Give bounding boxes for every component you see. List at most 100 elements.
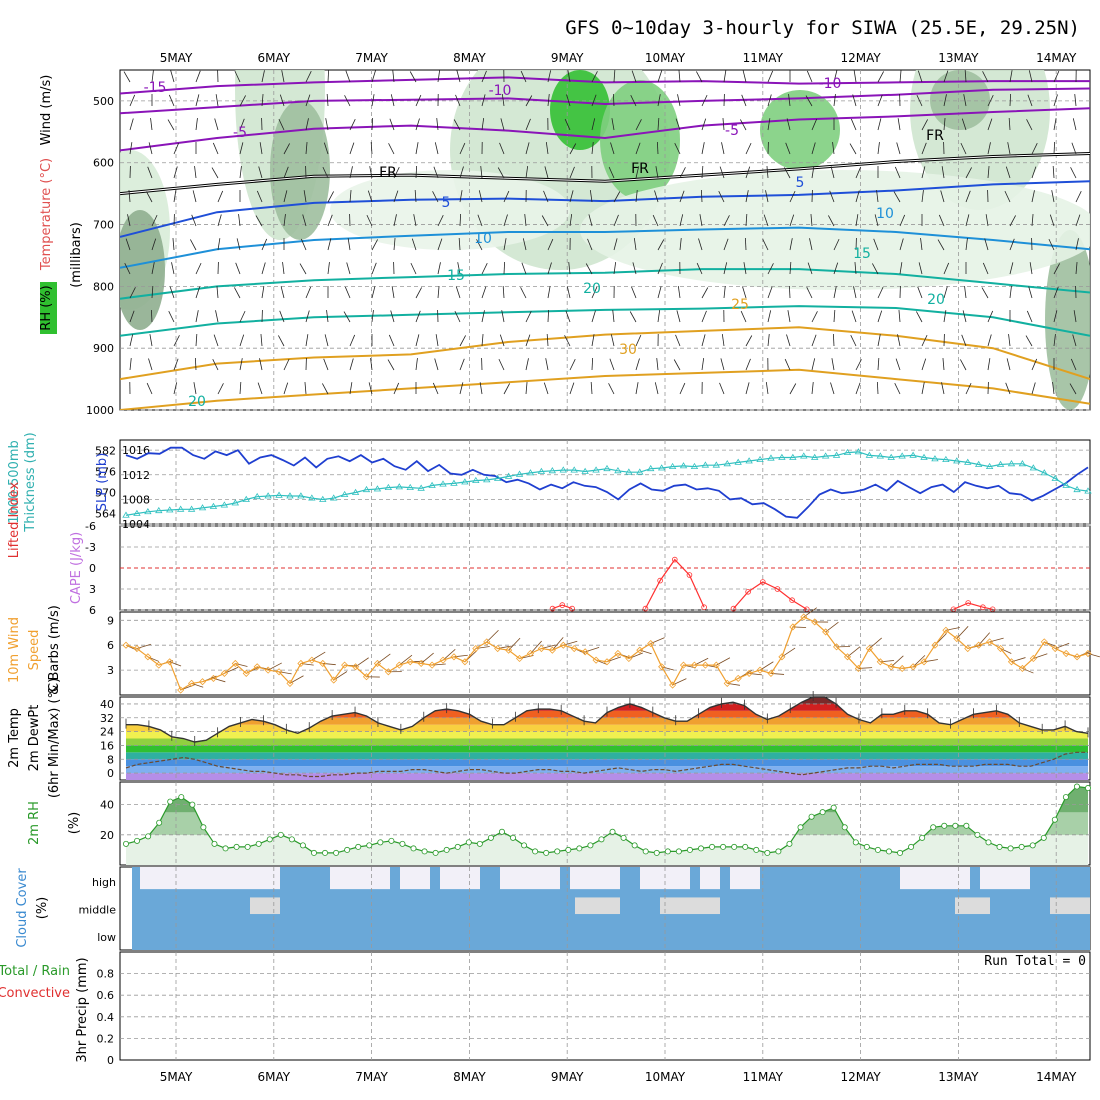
- thickness-point: [690, 462, 699, 469]
- isotherm-label: -15: [144, 80, 167, 96]
- wind10m-point: [395, 661, 403, 669]
- wind-barb: [741, 94, 747, 107]
- wind-barb: [657, 118, 660, 131]
- wind-barb: [522, 238, 527, 251]
- rh2m-point: [255, 840, 262, 847]
- wind-barb: [525, 142, 530, 155]
- rh2m-point: [299, 842, 306, 849]
- wind-barb: [608, 383, 615, 395]
- wind-barb: [877, 71, 884, 83]
- lifted-index-point: [804, 606, 810, 613]
- wind-ylabel-0: 10m Wind: [7, 617, 22, 683]
- lifted-index-point: [789, 597, 795, 603]
- thickness-point: [220, 501, 229, 508]
- wind-barb: [259, 358, 263, 371]
- thickness-point: [712, 461, 721, 468]
- thickness-point: [504, 472, 513, 479]
- lifted-index-point: [657, 577, 663, 584]
- wind10m-barb: [1022, 668, 1034, 674]
- wind-barb: [213, 334, 219, 347]
- slp-ylabel-2: SLP (mb): [95, 453, 110, 512]
- wind-barb: [657, 239, 665, 251]
- wind-barb: [437, 286, 440, 299]
- wind-ylabel-2: & Barbs (m/s): [47, 605, 62, 695]
- wind-barb: [325, 118, 329, 131]
- wind10m-point: [920, 658, 928, 666]
- wind-barb: [1073, 310, 1077, 323]
- wind-barb: [255, 215, 263, 227]
- wind10m-point: [548, 646, 556, 654]
- wind-barb: [569, 143, 577, 155]
- wind-barb: [393, 190, 399, 203]
- wind-barb: [943, 70, 949, 83]
- rh2m-point: [908, 843, 915, 850]
- lifted-index-point: [965, 600, 971, 606]
- wind-barb: [547, 238, 554, 251]
- wind-barb: [832, 142, 835, 155]
- rh2m-point: [277, 831, 284, 838]
- wind-barb: [745, 142, 752, 155]
- wind-barb: [459, 335, 466, 347]
- wind-barb: [211, 167, 219, 179]
- wind-barb: [898, 310, 901, 323]
- date-label-bottom: 14MAY: [1036, 1070, 1077, 1084]
- wind-barb: [497, 167, 505, 179]
- wind-barb: [767, 70, 774, 83]
- wind-barb: [699, 214, 703, 227]
- isotherm-p10: [120, 226, 1090, 269]
- wind10m-point: [428, 661, 436, 669]
- wind10m-point: [843, 653, 852, 661]
- wind-barb: [543, 190, 549, 203]
- wind-barb: [1025, 335, 1033, 347]
- wind-barb: [129, 142, 133, 155]
- rh2m-point: [1018, 843, 1025, 850]
- wind-barb: [151, 238, 157, 251]
- thickness-ytick: 564: [95, 508, 116, 521]
- wind-barb: [987, 358, 991, 371]
- wind-barb: [613, 191, 621, 203]
- thickness-point: [821, 452, 830, 459]
- thickness-point: [723, 460, 731, 467]
- date-label-bottom: 5MAY: [160, 1070, 193, 1084]
- thickness-point: [810, 453, 819, 460]
- rh2m-point: [576, 845, 583, 852]
- wind-barb: [370, 142, 373, 155]
- wind10m-barb: [770, 673, 785, 675]
- wind-barb: [1005, 166, 1011, 179]
- wind-barb: [195, 310, 199, 323]
- wind10m-barb: [355, 657, 369, 668]
- thickness-ytick: 570: [95, 487, 116, 500]
- wind-barb: [322, 383, 329, 395]
- wind-barb: [899, 238, 904, 251]
- wind10m-point: [701, 661, 709, 669]
- wind-barb: [323, 142, 329, 155]
- wind-ytick: 9: [107, 614, 114, 627]
- thickness-point: [767, 454, 775, 461]
- wind10m-point: [330, 676, 338, 684]
- wind-barb: [261, 70, 265, 83]
- wind10m-barb: [420, 652, 434, 664]
- wind-barb: [1031, 214, 1034, 227]
- wind10m-point: [439, 656, 447, 664]
- rh2m-point: [388, 837, 395, 844]
- wind-barb: [635, 166, 640, 179]
- wind-barb: [805, 95, 813, 107]
- wind-barb: [569, 190, 574, 203]
- rh2m-point: [565, 846, 572, 853]
- thickness-point: [898, 452, 906, 459]
- wind10m-point: [734, 674, 742, 682]
- wind-barb: [961, 118, 967, 131]
- wind-barb: [635, 190, 638, 203]
- wind-barb: [655, 166, 659, 179]
- wind-barb: [390, 94, 395, 107]
- rh2m-point: [620, 834, 627, 841]
- rh2m-point: [266, 836, 273, 843]
- wind-barb: [547, 286, 551, 299]
- wind-barb: [987, 166, 990, 179]
- wind-barb: [454, 310, 461, 323]
- wind-barb: [943, 262, 950, 275]
- wind-barb: [877, 118, 882, 131]
- wind-barb: [459, 166, 464, 179]
- wind-barb: [849, 143, 857, 155]
- rh2m-point: [653, 849, 660, 856]
